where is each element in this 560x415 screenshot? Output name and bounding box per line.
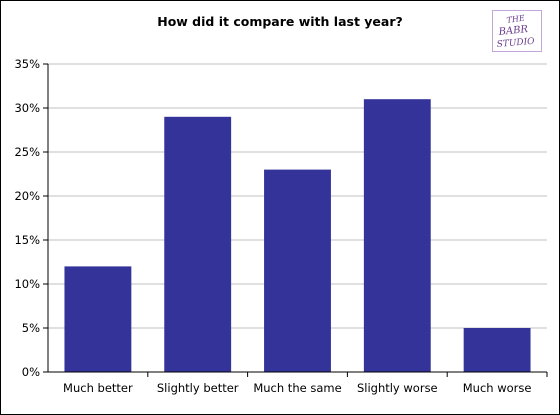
y-tick-labels: 0% 5% 10% 15% 20% 25% 30% 35% xyxy=(14,57,40,379)
bar xyxy=(64,266,132,372)
y-tick-label: 30% xyxy=(14,101,40,115)
bar xyxy=(164,116,232,372)
bars xyxy=(64,99,531,372)
y-tick-label: 35% xyxy=(14,57,40,71)
x-tick-label: Much worse xyxy=(463,381,532,395)
y-tick-label: 10% xyxy=(14,277,40,291)
y-tick-label: 25% xyxy=(14,145,40,159)
x-tick-label: Slightly worse xyxy=(357,381,438,395)
x-tick-labels: Much better Slightly better Much the same S… xyxy=(63,381,531,395)
chart-title: How did it compare with last year? xyxy=(157,14,403,29)
x-tick-label: Much better xyxy=(63,381,133,395)
y-tick-label: 15% xyxy=(14,233,40,247)
studio-logo-icon: THE BABR STUDIO xyxy=(492,10,542,52)
axes xyxy=(43,63,548,377)
logo-line-3: STUDIO xyxy=(496,37,535,50)
y-tick-label: 0% xyxy=(22,365,40,379)
bar xyxy=(363,99,431,372)
bar xyxy=(264,169,331,372)
bar xyxy=(463,328,531,372)
x-tick-label: Much the same xyxy=(253,381,341,395)
x-tick-label: Slightly better xyxy=(157,381,239,395)
y-tick-label: 20% xyxy=(14,189,40,203)
logo-line-2: BABR xyxy=(497,24,529,38)
logo-line-1: THE xyxy=(506,14,525,25)
y-tick-label: 5% xyxy=(22,321,40,335)
